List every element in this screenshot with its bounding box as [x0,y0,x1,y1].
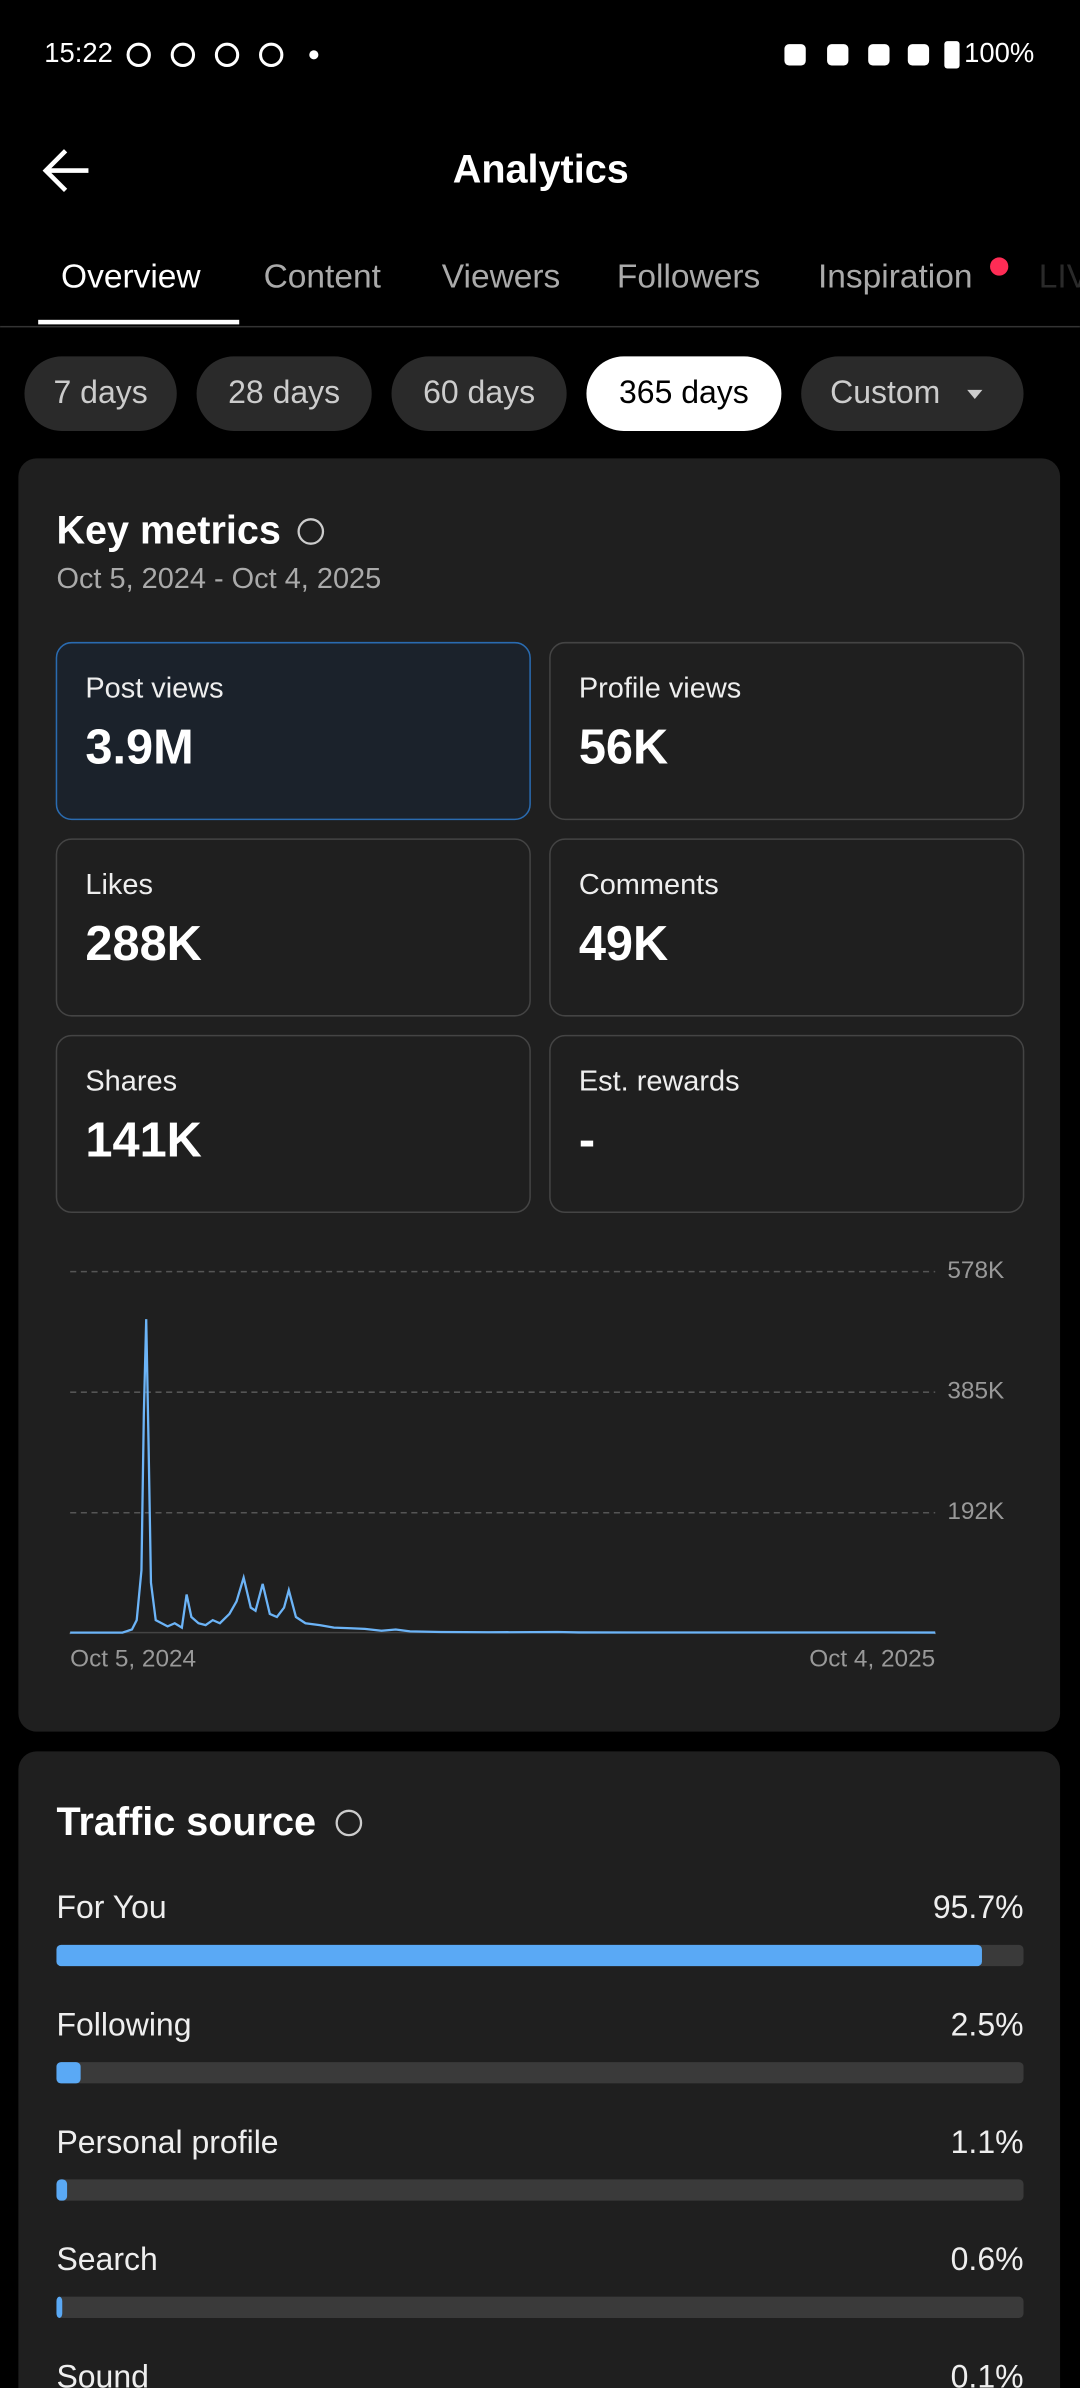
metric-value: - [579,1114,595,1168]
y-tick-label: 192K [947,1498,1004,1525]
period-label[interactable]: 28 days [228,374,340,410]
period-label[interactable]: 365 days [619,374,749,410]
notification-dot [990,257,1009,276]
source-label: Search [56,2241,157,2277]
status-icon [259,42,284,68]
status-icon [868,44,890,66]
metric-card[interactable] [549,838,1025,1017]
tab-underline [38,319,240,325]
source-label: Personal profile [56,2124,278,2160]
metric-value: 288K [85,917,201,971]
back-arrow[interactable] [42,149,89,192]
bar-track [56,2179,1024,2201]
tab[interactable]: Followers [617,259,760,296]
dropdown-caret [967,389,983,400]
metric-card[interactable] [55,1034,531,1214]
source-value: 0.6% [951,2241,1024,2277]
metric-label: Likes [85,869,153,901]
status-dot [309,50,319,60]
period-label[interactable]: Custom [830,374,940,410]
period-pill[interactable] [391,356,567,431]
metric-card[interactable] [549,641,1025,821]
period-pill[interactable] [586,356,782,431]
status-icon [126,42,151,68]
source-label: Following [56,2007,191,2043]
bar [56,2296,63,2318]
bar [56,2062,81,2084]
metric-value: 141K [85,1114,201,1168]
section-title: Key metrics [56,508,280,552]
metric-value: 3.9M [85,721,193,775]
source-label: For You [56,1889,166,1925]
x-tick-label: Oct 5, 2024 [70,1645,196,1672]
status-icon [907,44,930,66]
tab[interactable]: Viewers [442,259,561,296]
metric-card[interactable] [55,641,531,821]
status-time: 15:22 [44,37,113,68]
metric-value: 56K [579,721,668,775]
tab-fade [1023,236,1080,325]
status-icon [170,42,196,68]
y-tick-label: 578K [947,1257,1004,1284]
status-icon [784,44,806,66]
bar-track [56,2296,1024,2318]
bar-track [56,2062,1024,2084]
status-icon [827,44,849,66]
period-label[interactable]: 7 days [54,374,148,410]
source-label: Sound [56,2358,148,2388]
period-pill[interactable] [196,356,372,431]
tab[interactable]: Content [264,259,382,296]
x-tick-label: Oct 4, 2025 [809,1645,935,1672]
tab[interactable]: Overview [61,259,201,296]
source-value: 0.1% [951,2358,1024,2388]
battery-text: 100% [964,37,1034,68]
metric-card[interactable] [55,838,531,1017]
line-series [70,1319,936,1634]
tab[interactable]: Inspiration [818,259,973,296]
bar [56,2179,68,2201]
battery-icon [944,41,960,69]
section-title: Traffic source [56,1800,316,1844]
source-value: 95.7% [933,1889,1024,1925]
metric-label: Est. rewards [579,1065,740,1097]
y-tick-label: 385K [947,1378,1004,1405]
page-title: Analytics [453,148,629,192]
bar [56,1944,982,1967]
info-icon[interactable] [297,518,325,545]
metric-label: Profile views [579,673,741,705]
metric-label: Shares [85,1065,177,1097]
metric-label: Comments [579,869,719,901]
period-pill[interactable] [801,356,1024,431]
metric-value: 49K [579,917,668,971]
source-value: 2.5% [951,2007,1024,2043]
metric-label: Post views [85,673,223,705]
date-range: Oct 5, 2024 - Oct 4, 2025 [56,563,381,595]
status-icon [214,42,240,68]
period-pill[interactable] [24,356,177,431]
source-value: 1.1% [951,2124,1024,2160]
tab-divider [0,325,1080,328]
period-label[interactable]: 60 days [423,374,535,410]
info-icon[interactable] [335,1809,363,1837]
metric-card[interactable] [549,1034,1025,1214]
